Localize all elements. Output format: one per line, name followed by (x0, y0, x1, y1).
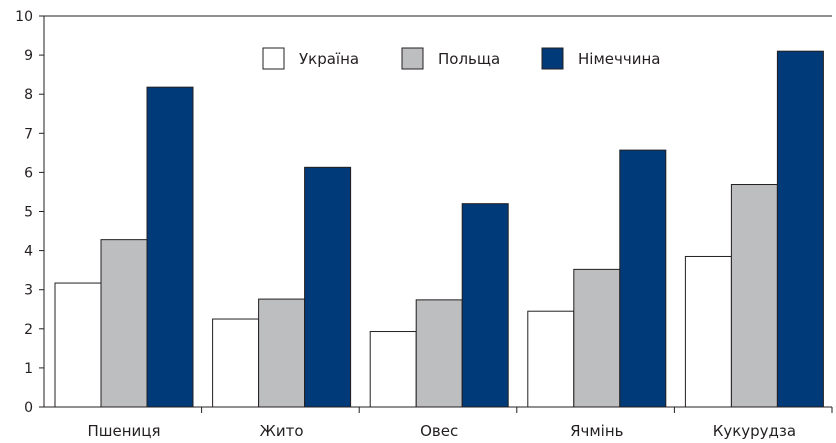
bar-4-3 (619, 149, 667, 408)
y-tick-label: 0 (24, 400, 33, 416)
y-tick-label: 3 (24, 283, 33, 299)
bar-3-3 (461, 203, 509, 408)
bar-1-3 (146, 86, 194, 408)
legend-swatch (401, 47, 424, 70)
bar-5-3 (776, 50, 824, 408)
legend-item: Україна (262, 47, 359, 70)
y-axis-labels: 0 1 2 3 4 5 6 7 8 9 10 (15, 9, 33, 416)
legend-label: Польща (438, 50, 500, 68)
bar-2-1 (212, 318, 260, 408)
bar-1-2 (100, 239, 148, 408)
legend-item: Польща (401, 47, 500, 70)
bar-4-1 (527, 310, 575, 408)
bar-5-2 (730, 184, 778, 408)
legend-swatch (541, 47, 564, 70)
x-category-label: Пшениця (87, 422, 160, 440)
y-tick-label: 2 (24, 322, 33, 338)
bar-5-1 (684, 255, 732, 408)
x-category-label: Жито (260, 422, 304, 440)
x-axis-labels: Пшениця Жито Овес Ячмінь Кукурудза (87, 422, 796, 440)
bar-3-2 (415, 299, 463, 408)
bar-1-1 (54, 282, 102, 408)
y-tick-label: 8 (24, 87, 33, 103)
y-tick-label: 9 (24, 48, 33, 64)
legend: Україна Польща Німеччина (262, 47, 660, 70)
bar-3-1 (369, 331, 417, 408)
x-category-label: Ячмінь (570, 422, 623, 440)
legend-swatch (262, 47, 285, 70)
legend-item: Німеччина (541, 47, 660, 70)
chart-bars (54, 50, 824, 408)
x-category-label: Кукурудза (713, 422, 796, 440)
x-category-label: Овес (420, 422, 458, 440)
y-tick-label: 4 (24, 244, 33, 260)
y-tick-label: 6 (24, 165, 33, 181)
y-tick-label: 1 (24, 361, 33, 377)
y-tick-label: 7 (24, 126, 33, 142)
y-tick-label: 10 (15, 9, 33, 25)
legend-label: Німеччина (578, 50, 660, 68)
bar-4-2 (573, 268, 621, 408)
bar-2-2 (258, 298, 306, 408)
legend-label: Україна (299, 50, 359, 68)
bar-2-3 (304, 166, 352, 408)
y-tick-label: 5 (24, 205, 33, 221)
